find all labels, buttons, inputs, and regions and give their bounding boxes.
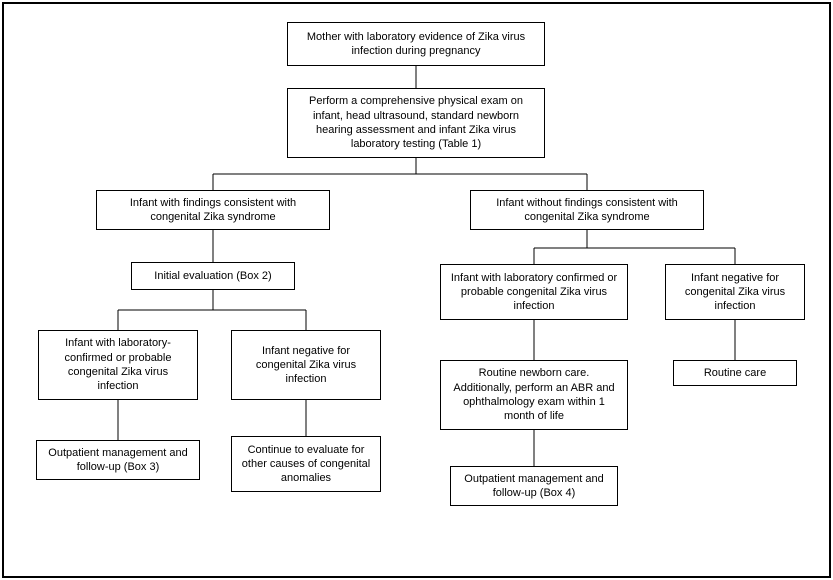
node-outpatient-box4: Outpatient management and follow-up (Box… — [450, 466, 618, 506]
node-confirmed-left: Infant with laboratory-confirmed or prob… — [38, 330, 198, 400]
node-confirmed-right: Infant with laboratory confirmed or prob… — [440, 264, 628, 320]
node-without-findings: Infant without findings consistent with … — [470, 190, 704, 230]
node-initial-eval: Initial evaluation (Box 2) — [131, 262, 295, 290]
node-routine-newborn: Routine newborn care. Additionally, perf… — [440, 360, 628, 430]
node-exam: Perform a comprehensive physical exam on… — [287, 88, 545, 158]
node-continue-eval: Continue to evaluate for other causes of… — [231, 436, 381, 492]
node-root: Mother with laboratory evidence of Zika … — [287, 22, 545, 66]
node-routine-care: Routine care — [673, 360, 797, 386]
node-with-findings: Infant with findings consistent with con… — [96, 190, 330, 230]
node-outpatient-box3: Outpatient management and follow-up (Box… — [36, 440, 200, 480]
node-negative-right: Infant negative for congenital Zika viru… — [665, 264, 805, 320]
node-negative-left: Infant negative for congenital Zika viru… — [231, 330, 381, 400]
